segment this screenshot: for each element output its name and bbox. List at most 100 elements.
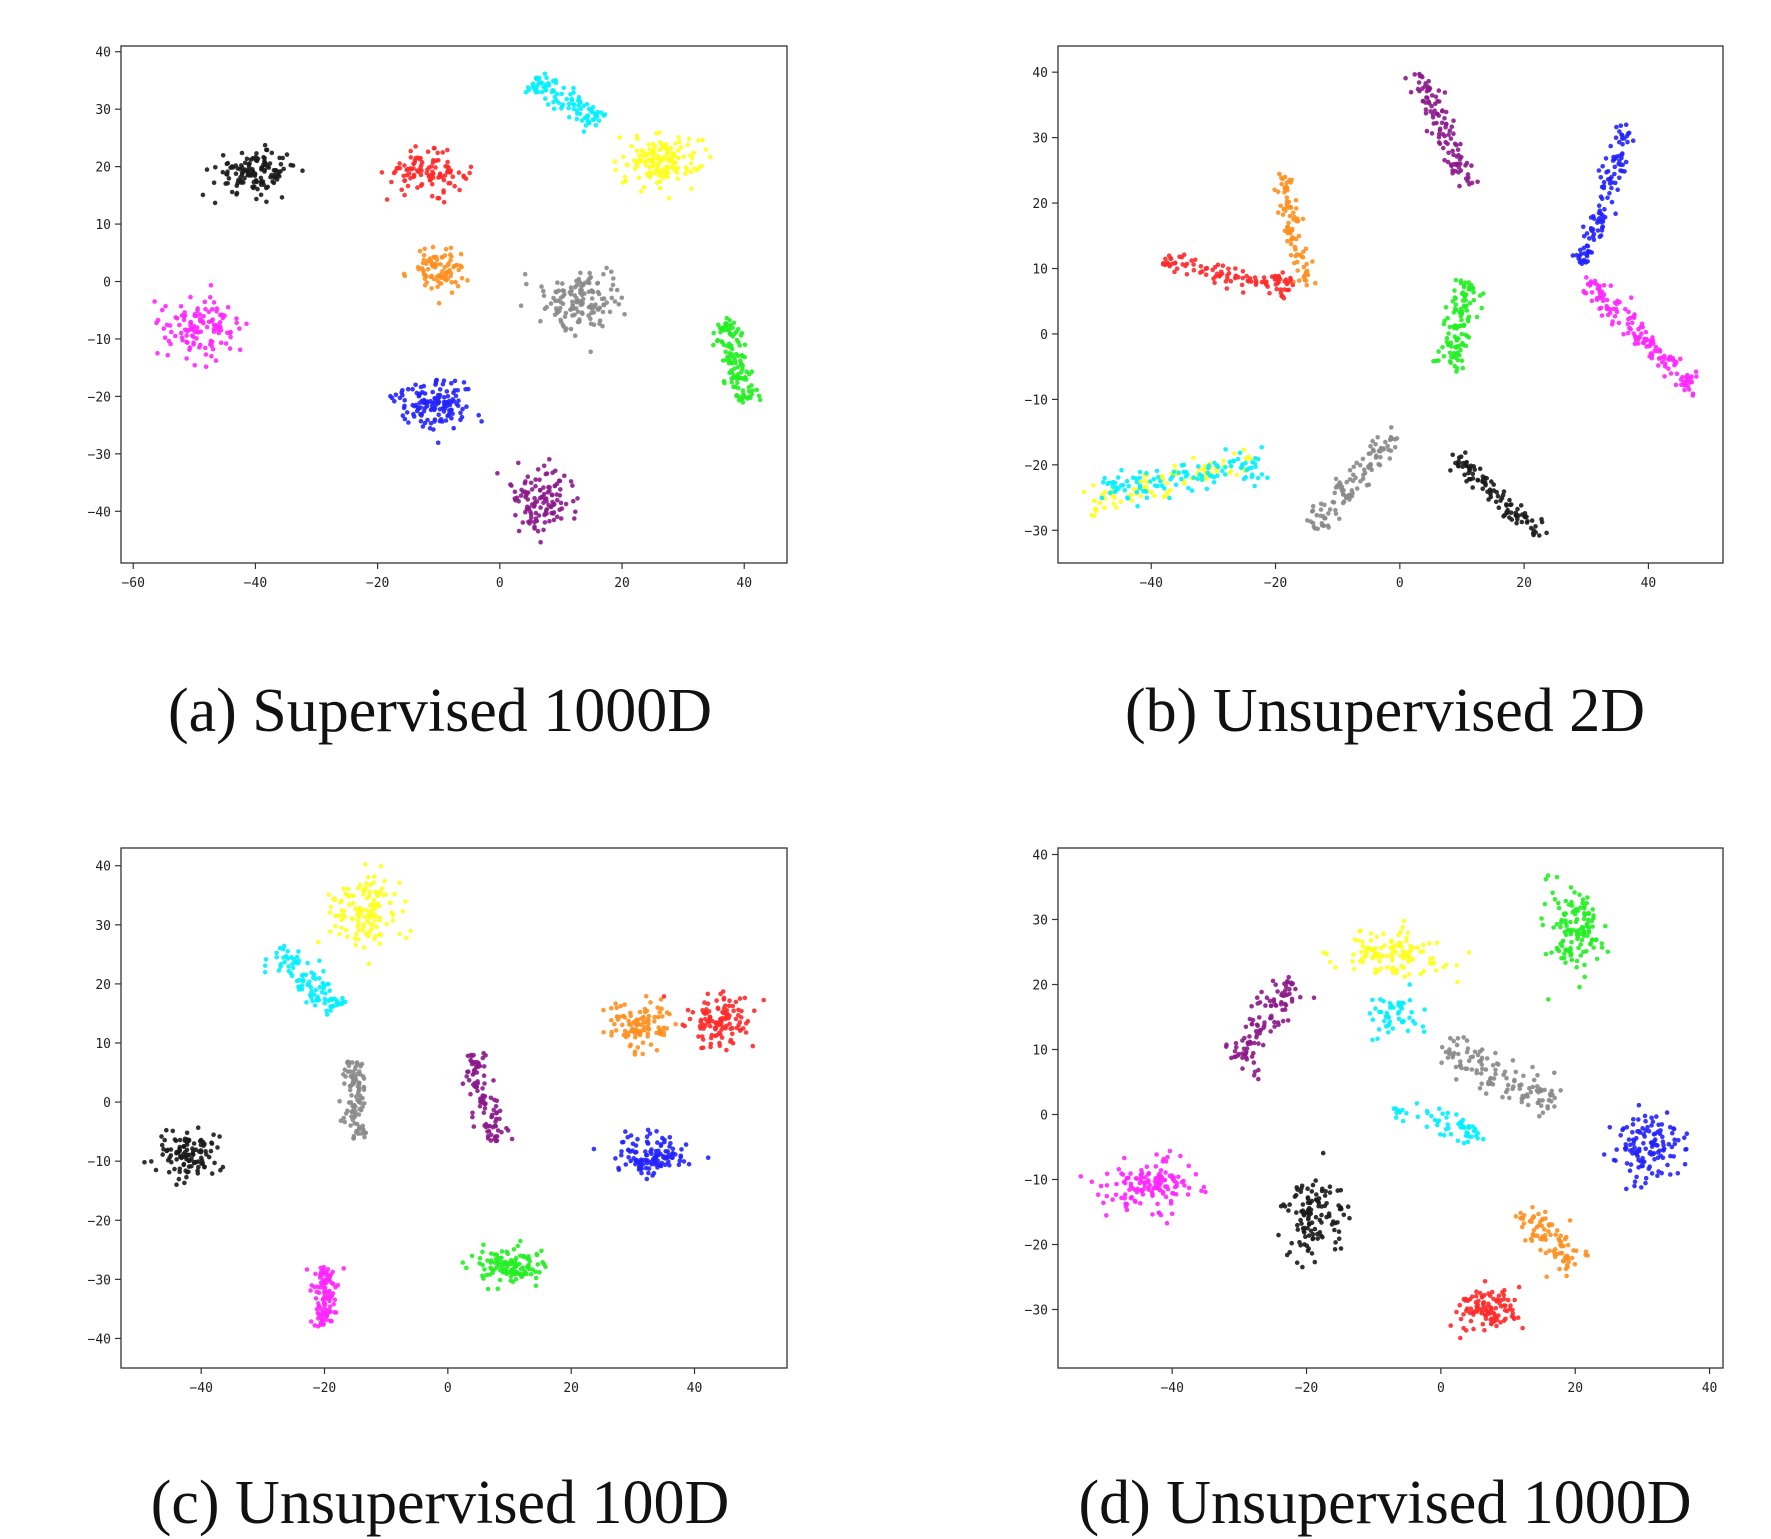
data-point-magenta bbox=[1616, 320, 1622, 326]
data-point-blue bbox=[1628, 1162, 1634, 1167]
data-point-orange bbox=[440, 254, 445, 260]
data-point-yellow bbox=[700, 137, 705, 143]
data-point-magenta bbox=[244, 321, 249, 327]
data-point-cyan bbox=[1382, 1018, 1387, 1024]
data-point-magenta bbox=[202, 299, 208, 305]
data-point-cyan bbox=[1410, 1018, 1416, 1024]
data-point-yellow bbox=[675, 148, 681, 153]
data-point-gray bbox=[1443, 1049, 1449, 1055]
data-point-yellow bbox=[622, 174, 628, 180]
data-point-purple bbox=[525, 490, 531, 495]
data-point-black bbox=[1530, 531, 1536, 536]
data-point-cyan bbox=[1173, 482, 1179, 488]
y-tick-label: 10 bbox=[95, 218, 111, 233]
data-point-cyan bbox=[1137, 469, 1143, 475]
data-point-gray bbox=[345, 1108, 350, 1113]
data-point-yellow bbox=[639, 148, 644, 153]
y-tick-label: −20 bbox=[88, 390, 111, 405]
y-tick-label: −30 bbox=[88, 448, 111, 463]
data-point-yellow bbox=[1411, 945, 1416, 950]
data-point-blue bbox=[1616, 161, 1621, 167]
data-point-orange bbox=[636, 1021, 641, 1027]
data-point-gray bbox=[1520, 1093, 1525, 1099]
data-point-magenta bbox=[313, 1296, 319, 1301]
data-point-orange bbox=[609, 1029, 614, 1035]
data-point-gray bbox=[544, 304, 549, 310]
data-point-yellow bbox=[379, 886, 385, 891]
data-point-blue bbox=[628, 1158, 633, 1164]
data-point-blue bbox=[1617, 175, 1622, 181]
data-point-magenta bbox=[1668, 354, 1673, 360]
data-point-purple bbox=[1287, 986, 1292, 992]
data-point-gray bbox=[360, 1095, 365, 1101]
data-point-black bbox=[234, 183, 240, 188]
data-point-gray bbox=[1558, 1088, 1563, 1093]
data-point-black bbox=[254, 158, 260, 164]
data-point-blue bbox=[646, 1166, 652, 1171]
data-point-cyan bbox=[1386, 1014, 1391, 1020]
data-point-black bbox=[1327, 1190, 1333, 1195]
data-point-red bbox=[1502, 1288, 1507, 1293]
data-point-orange bbox=[613, 1028, 619, 1033]
data-point-blue bbox=[645, 1141, 651, 1146]
data-point-purple bbox=[494, 1134, 500, 1139]
data-point-cyan bbox=[539, 80, 544, 86]
data-point-gray bbox=[352, 1102, 357, 1108]
data-point-purple bbox=[1298, 994, 1303, 1000]
data-point-green bbox=[1566, 948, 1571, 954]
data-point-blue bbox=[454, 401, 460, 407]
data-point-gray bbox=[1458, 1062, 1463, 1068]
data-point-cyan bbox=[1214, 463, 1220, 468]
data-point-black bbox=[1470, 471, 1476, 477]
data-point-yellow bbox=[1378, 945, 1384, 951]
data-point-blue bbox=[1600, 164, 1605, 169]
data-point-green bbox=[484, 1272, 490, 1278]
data-point-purple bbox=[520, 520, 526, 525]
data-point-cyan bbox=[1475, 1136, 1480, 1141]
data-point-gray bbox=[1351, 464, 1357, 470]
data-point-orange bbox=[622, 1015, 628, 1020]
data-point-red bbox=[708, 1044, 713, 1050]
data-point-yellow bbox=[648, 170, 653, 176]
data-point-orange bbox=[1277, 171, 1282, 177]
data-point-yellow bbox=[675, 176, 681, 182]
data-point-red bbox=[1233, 274, 1238, 280]
data-point-black bbox=[217, 1134, 222, 1139]
data-point-blue bbox=[652, 1162, 658, 1167]
data-point-cyan bbox=[1106, 480, 1112, 486]
data-point-red bbox=[721, 995, 727, 1001]
data-point-gray bbox=[1451, 1052, 1456, 1058]
data-point-black bbox=[234, 192, 239, 197]
data-point-blue bbox=[430, 389, 436, 395]
data-point-orange bbox=[438, 281, 444, 286]
data-point-cyan bbox=[1230, 458, 1236, 464]
data-point-magenta bbox=[201, 314, 206, 319]
data-point-purple bbox=[1403, 75, 1408, 81]
data-point-gray bbox=[1512, 1077, 1517, 1083]
data-point-yellow bbox=[686, 136, 692, 142]
data-point-magenta bbox=[203, 345, 208, 351]
data-point-blue bbox=[1619, 152, 1625, 157]
data-point-blue bbox=[405, 386, 411, 392]
data-point-gray bbox=[357, 1069, 362, 1074]
data-point-green bbox=[508, 1273, 514, 1279]
data-point-cyan bbox=[593, 123, 599, 128]
data-point-gray bbox=[1366, 465, 1371, 470]
data-point-yellow bbox=[1407, 949, 1413, 955]
data-point-yellow bbox=[339, 898, 344, 903]
data-point-magenta bbox=[209, 353, 214, 359]
data-point-yellow bbox=[373, 902, 379, 907]
data-point-orange bbox=[648, 1042, 654, 1047]
data-point-orange bbox=[449, 254, 454, 259]
data-point-cyan bbox=[1461, 1140, 1467, 1146]
data-point-red bbox=[1265, 284, 1270, 289]
data-point-red bbox=[1262, 279, 1267, 284]
data-point-orange bbox=[1564, 1234, 1569, 1240]
data-point-yellow bbox=[389, 910, 395, 916]
data-point-blue bbox=[430, 400, 435, 406]
data-point-gray bbox=[553, 298, 558, 304]
data-point-blue bbox=[1668, 1153, 1673, 1159]
data-point-blue bbox=[1627, 1168, 1633, 1173]
data-point-blue bbox=[1620, 162, 1625, 168]
data-point-red bbox=[1495, 1298, 1501, 1304]
